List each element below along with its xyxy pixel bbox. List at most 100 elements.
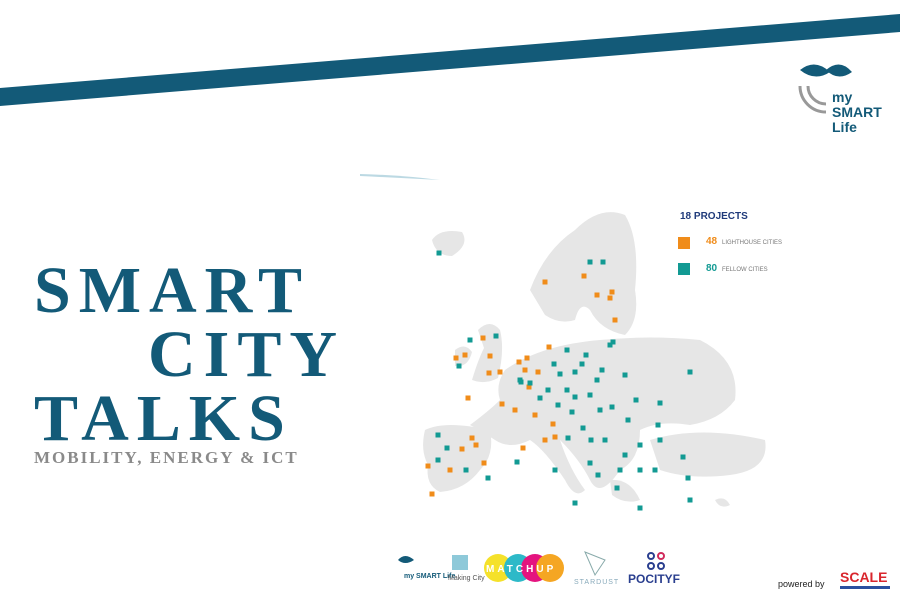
city-marker bbox=[555, 402, 561, 408]
city-marker bbox=[535, 369, 541, 375]
city-marker bbox=[552, 467, 558, 473]
city-marker bbox=[685, 475, 691, 481]
city-marker bbox=[680, 454, 686, 460]
city-marker bbox=[587, 259, 593, 265]
city-marker bbox=[610, 339, 616, 345]
city-marker bbox=[614, 485, 620, 491]
city-marker bbox=[522, 367, 528, 373]
title-line: TALKS bbox=[34, 382, 293, 455]
city-marker bbox=[657, 400, 663, 406]
city-marker bbox=[602, 437, 608, 443]
city-marker bbox=[609, 404, 615, 410]
legend-count: 48 bbox=[706, 236, 718, 247]
city-marker bbox=[557, 371, 563, 377]
city-marker bbox=[463, 467, 469, 473]
city-marker bbox=[514, 459, 520, 465]
city-marker bbox=[587, 392, 593, 398]
city-marker bbox=[485, 475, 491, 481]
city-marker bbox=[493, 333, 499, 339]
city-marker bbox=[517, 377, 523, 383]
map-land bbox=[470, 337, 736, 494]
legend-label: LIGHTHOUSE CITIES bbox=[722, 240, 782, 246]
city-marker bbox=[465, 395, 471, 401]
logo-arc bbox=[798, 85, 827, 114]
city-marker bbox=[469, 435, 475, 441]
logo-arc bbox=[806, 85, 827, 106]
map-land bbox=[715, 498, 730, 507]
city-marker bbox=[546, 344, 552, 350]
city-marker bbox=[565, 435, 571, 441]
city-marker bbox=[497, 369, 503, 375]
city-marker bbox=[600, 259, 606, 265]
city-marker bbox=[564, 387, 570, 393]
city-marker bbox=[587, 460, 593, 466]
city-marker bbox=[459, 446, 465, 452]
top-logo: my SMART Life bbox=[798, 64, 882, 135]
city-marker bbox=[462, 352, 468, 358]
city-marker bbox=[444, 445, 450, 451]
scale-logo: SCALE bbox=[840, 569, 887, 585]
city-marker bbox=[532, 412, 538, 418]
city-marker bbox=[453, 355, 459, 361]
logo-icon bbox=[657, 562, 665, 570]
city-marker bbox=[551, 361, 557, 367]
subtitle: MOBILITY, ENERGY & ICT bbox=[34, 448, 299, 467]
city-marker bbox=[617, 467, 623, 473]
logo-icon bbox=[657, 552, 665, 560]
city-marker bbox=[595, 472, 601, 478]
city-marker bbox=[537, 395, 543, 401]
partner-logo: STARDUST bbox=[574, 579, 619, 586]
legend-label: FELLOW CITIES bbox=[722, 267, 768, 273]
city-marker bbox=[467, 337, 473, 343]
city-marker bbox=[542, 279, 548, 285]
logo-text: my bbox=[832, 89, 852, 105]
city-marker bbox=[572, 500, 578, 506]
city-marker bbox=[622, 372, 628, 378]
logo-leaf bbox=[800, 64, 830, 77]
city-marker bbox=[655, 422, 661, 428]
legend-swatch bbox=[678, 263, 690, 275]
city-marker bbox=[425, 463, 431, 469]
city-marker bbox=[487, 353, 493, 359]
city-marker bbox=[429, 491, 435, 497]
city-marker bbox=[581, 273, 587, 279]
city-marker bbox=[435, 457, 441, 463]
logo-leaf bbox=[398, 556, 414, 563]
legend-swatch bbox=[678, 237, 690, 249]
city-marker bbox=[583, 352, 589, 358]
city-marker bbox=[516, 359, 522, 365]
map-land bbox=[432, 231, 465, 256]
city-marker bbox=[569, 409, 575, 415]
logo-icon bbox=[647, 552, 655, 560]
city-marker bbox=[652, 467, 658, 473]
city-marker bbox=[542, 437, 548, 443]
city-marker bbox=[687, 497, 693, 503]
city-marker bbox=[612, 317, 618, 323]
partner-logos: my SMART Life Making City MATCHUP STARDU… bbox=[398, 551, 680, 586]
city-marker bbox=[637, 505, 643, 511]
diagonal-band bbox=[0, 14, 900, 106]
accent-stroke bbox=[360, 174, 440, 180]
city-marker bbox=[637, 442, 643, 448]
partner-logo: POCITYF bbox=[628, 572, 680, 586]
city-marker bbox=[633, 397, 639, 403]
city-marker bbox=[637, 467, 643, 473]
city-marker bbox=[657, 437, 663, 443]
city-marker bbox=[486, 370, 492, 376]
city-marker bbox=[545, 387, 551, 393]
city-marker bbox=[564, 347, 570, 353]
city-marker bbox=[572, 394, 578, 400]
city-marker bbox=[625, 417, 631, 423]
city-marker bbox=[480, 335, 486, 341]
city-marker bbox=[456, 363, 462, 369]
city-marker bbox=[435, 432, 441, 438]
city-marker bbox=[597, 407, 603, 413]
city-marker bbox=[473, 442, 479, 448]
city-marker bbox=[607, 295, 613, 301]
city-marker bbox=[572, 369, 578, 375]
logo-leaf bbox=[826, 64, 852, 77]
city-marker bbox=[499, 401, 505, 407]
partner-logo: Making City bbox=[448, 575, 485, 582]
